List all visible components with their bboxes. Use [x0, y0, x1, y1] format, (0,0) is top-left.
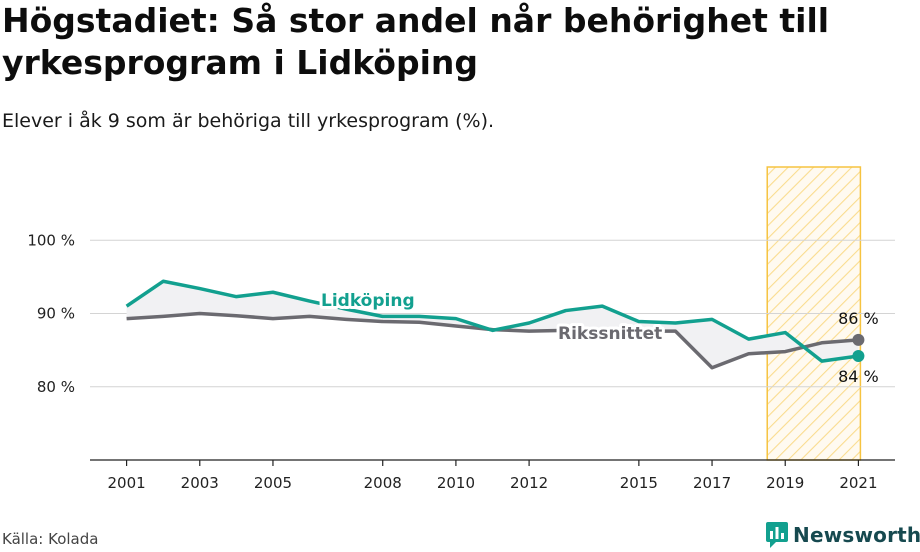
x-tick-label: 2001 — [107, 474, 145, 492]
series-label-lidkoping: Lidköping — [321, 291, 415, 311]
y-tick-label: 100 % — [27, 231, 75, 249]
series-label-riket: Rikssnittet — [558, 324, 662, 344]
x-tick-label: 2005 — [254, 474, 292, 492]
brand-name: Newsworthy — [793, 523, 920, 547]
end-label-lidkoping: 84 % — [838, 367, 879, 386]
brand-logo: Newsworthy — [766, 519, 920, 551]
x-tick-label: 2017 — [693, 474, 731, 492]
x-tick-label: 2008 — [364, 474, 402, 492]
end-point-lidkoping — [852, 349, 865, 362]
x-tick-label: 2019 — [766, 474, 804, 492]
end-point-riket — [852, 333, 865, 346]
series-line-lidkoping — [125, 279, 859, 363]
series-label-halo: Rikssnittet — [558, 324, 662, 344]
chart-title: Högstadiet: Så stor andel når behörighet… — [2, 1, 830, 82]
source-note: Källa: Kolada — [2, 530, 99, 548]
x-tick-label: 2010 — [437, 474, 475, 492]
x-tick-label: 2021 — [839, 474, 877, 492]
end-label-riket: 86 % — [838, 309, 879, 328]
area-between-series — [126, 281, 859, 368]
x-tick-label: 2015 — [620, 474, 658, 492]
x-tick-label: 2012 — [510, 474, 548, 492]
series-label-halo: Lidköping — [321, 291, 415, 311]
bar-chart-speech-icon — [766, 522, 788, 548]
x-tick-label: 2003 — [181, 474, 219, 492]
chart-subtitle: Elever i åk 9 som är behöriga till yrkes… — [2, 110, 495, 132]
y-tick-label: 90 % — [37, 305, 75, 323]
y-tick-label: 80 % — [37, 378, 75, 396]
